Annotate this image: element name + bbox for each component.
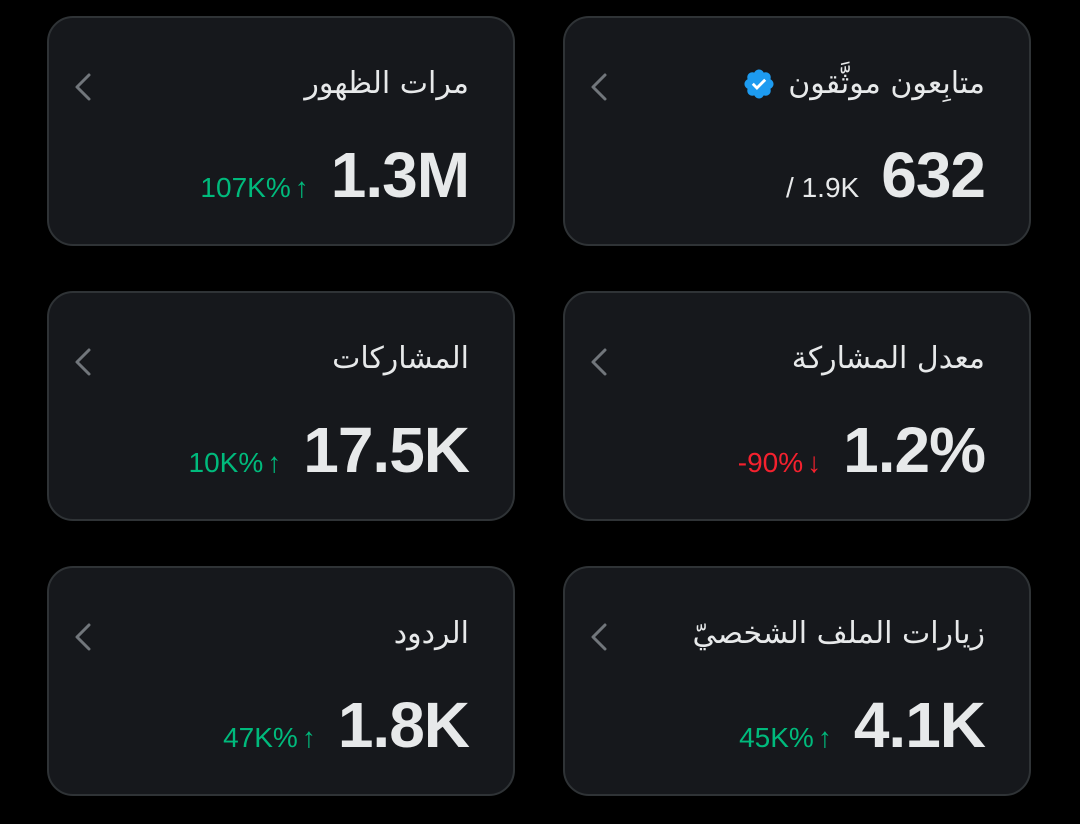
value-row: 1.2% -90% ↓: [738, 413, 986, 487]
delta-badge: 10K% ↑: [189, 447, 282, 479]
metric-value: 1.3M: [330, 139, 470, 211]
metric-value: 632: [881, 139, 986, 211]
card-title: المشاركات: [332, 341, 469, 376]
metric-value: 1.2%: [843, 414, 986, 486]
impressions-card[interactable]: مرات الظهور 1.3M 107K% ↑: [47, 16, 515, 246]
chevron-left-icon[interactable]: [69, 345, 97, 379]
value-row: 1.3M 107K% ↑: [200, 138, 470, 212]
engagements-card[interactable]: المشاركات 17.5K 10K% ↑: [47, 291, 515, 521]
arrow-up-icon: ↑: [267, 447, 282, 478]
arrow-up-icon: ↑: [817, 722, 832, 753]
engagement-rate-card[interactable]: معدل المشاركة 1.2% -90% ↓: [563, 291, 1031, 521]
delta-value: 45K%: [739, 722, 814, 753]
delta-value: 107K%: [200, 172, 291, 203]
delta-badge: -90% ↓: [738, 447, 821, 479]
delta-value: 10K%: [188, 447, 264, 478]
delta-badge: 45K% ↑: [739, 722, 832, 754]
value-row: 632 / 1.9K: [786, 138, 986, 212]
card-title: متابِعون موثَّقون: [788, 66, 985, 101]
chevron-left-icon[interactable]: [69, 70, 97, 104]
delta-badge: 107K% ↑: [200, 172, 308, 204]
total-followers: / 1.9K: [786, 172, 860, 203]
metric-value: 4.1K: [853, 689, 986, 761]
value-row: 4.1K 45K% ↑: [739, 688, 986, 762]
verified-followers-card[interactable]: متابِعون موثَّقون 632 / 1.9K: [563, 16, 1031, 246]
verified-followers-title-row: متابِعون موثَّقون: [742, 66, 985, 101]
profile-visits-card[interactable]: زيارات الملف الشخصيّ 4.1K 45K% ↑: [563, 566, 1031, 796]
card-title: زيارات الملف الشخصيّ: [692, 616, 985, 651]
card-title: مرات الظهور: [304, 66, 469, 101]
replies-card[interactable]: الردود 1.8K 47K% ↑: [47, 566, 515, 796]
delta-value: 47K%: [223, 722, 298, 753]
card-title: الردود: [393, 616, 469, 651]
chevron-left-icon[interactable]: [69, 620, 97, 654]
chevron-left-icon[interactable]: [585, 345, 613, 379]
chevron-left-icon[interactable]: [585, 70, 613, 104]
arrow-down-icon: ↓: [807, 447, 822, 478]
arrow-up-icon: ↑: [301, 722, 316, 753]
chevron-left-icon[interactable]: [585, 620, 613, 654]
metric-value: 1.8K: [337, 689, 470, 761]
delta-badge: 47K% ↑: [223, 722, 316, 754]
value-row: 17.5K 10K% ↑: [189, 413, 470, 487]
delta-value: -90%: [737, 447, 804, 478]
verified-badge-icon: [744, 68, 774, 99]
arrow-up-icon: ↑: [294, 172, 309, 203]
value-row: 1.8K 47K% ↑: [223, 688, 470, 762]
card-title: معدل المشاركة: [791, 341, 985, 376]
metric-value: 17.5K: [303, 414, 470, 486]
